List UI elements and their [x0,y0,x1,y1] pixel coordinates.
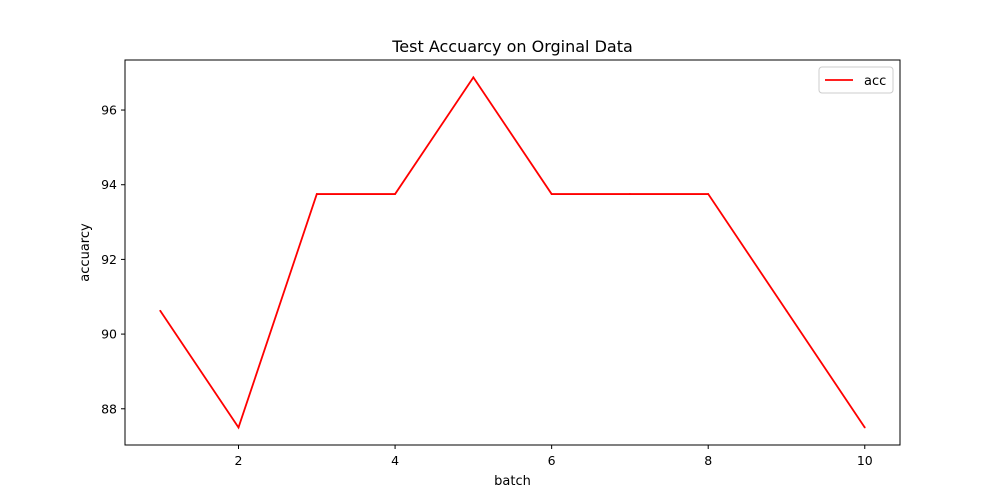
legend: acc [818,66,894,94]
y-tick-label: 88 [101,401,117,416]
data-point [472,76,475,79]
plot-frame [124,59,901,446]
data-point [394,193,396,195]
y-axis-label: accuarcy [78,223,93,282]
data-point [159,309,162,312]
x-tick-label: 2 [235,453,243,468]
data-point [550,193,553,195]
y-tick-label: 94 [101,177,117,192]
chart-title: Test Accuarcy on Orginal Data [391,37,633,56]
y-tick-label: 92 [101,252,117,267]
x-axis: 2 4 6 8 10 [235,445,873,468]
series-line-acc [159,75,866,430]
y-tick-label: 90 [101,327,117,342]
legend-box [818,66,894,94]
x-tick-label: 6 [548,453,556,468]
y-axis: 88 90 92 94 96 [101,103,125,416]
x-tick-label: 10 [857,453,873,468]
data-point [785,309,788,312]
data-point [315,193,318,195]
data-point [629,193,631,195]
y-tick-label: 96 [101,103,117,118]
series-layer [159,75,866,430]
data-point [707,193,710,195]
plot-area: 2 4 6 8 10 88 90 92 94 96 [101,59,901,468]
x-axis-label: batch [494,474,531,489]
legend-label: acc [864,74,886,89]
x-tick-label: 8 [704,453,712,468]
data-point [237,426,240,429]
data-point [863,426,866,429]
x-tick-label: 4 [391,453,399,468]
